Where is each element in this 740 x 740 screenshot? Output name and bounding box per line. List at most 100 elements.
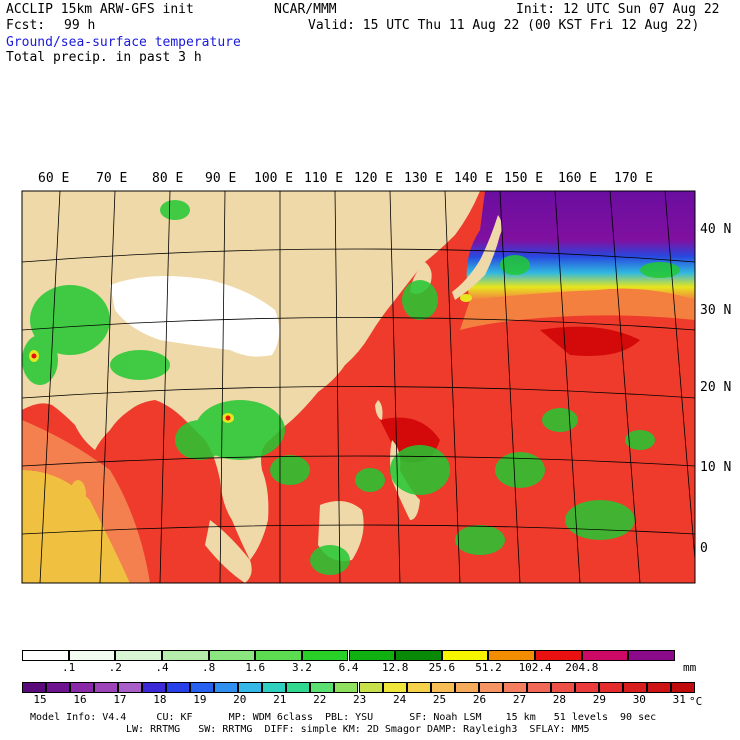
land-taiwan (375, 400, 383, 420)
precip-swatch (581, 650, 629, 661)
lon-label: 130 E (404, 171, 444, 186)
precip-tick-label: 12.8 (381, 661, 409, 674)
precip-swatch (395, 650, 442, 661)
temp-swatch (502, 682, 527, 693)
precip-swatch (255, 650, 302, 661)
temp-swatch (670, 682, 695, 693)
temp-swatch (142, 682, 167, 693)
lat-label: 10 N (700, 460, 732, 475)
temp-tick-label: 15 (33, 693, 47, 706)
temp-swatch (478, 682, 503, 693)
temp-tick-label: 22 (313, 693, 327, 706)
temp-swatch (22, 682, 47, 693)
sea-cool-west (22, 470, 130, 583)
precip-tick-label: .2 (108, 661, 122, 674)
temp-swatch (574, 682, 599, 693)
temp-unit: °C (689, 695, 703, 708)
lon-label: 100 E (254, 171, 294, 186)
graticule (22, 191, 695, 583)
precip-swatch (488, 650, 536, 661)
precip-swatch (208, 650, 256, 661)
precip-unit: mm (683, 661, 697, 674)
temp-swatch (646, 682, 671, 693)
sea-mid-west (22, 420, 150, 583)
temp-tick-label: 25 (432, 693, 447, 706)
temp-swatch (454, 682, 479, 693)
init-time: Init: 12 UTC Sun 07 Aug 22 (516, 2, 720, 17)
precip-swatch (348, 650, 396, 661)
lon-label: 60 E (38, 171, 70, 186)
model-title: ACCLIP 15km ARW-GFS init (6, 2, 194, 17)
lon-label: 110 E (304, 171, 344, 186)
model-info-line1: Model Info: V4.4 CU: KF MP: WDM 6class P… (30, 712, 657, 723)
snow-tibet (110, 276, 280, 357)
lat-label: 30 N (700, 303, 732, 318)
temp-tick-label: 21 (273, 693, 287, 706)
forecast-hour: 99 h (64, 18, 96, 33)
precip-extreme (31, 353, 231, 421)
temp-swatch (598, 682, 623, 693)
precip-swatch (68, 650, 116, 661)
valid-time: Valid: 15 UTC Thu 11 Aug 22 (00 KST Fri … (308, 18, 700, 33)
temp-swatch (550, 682, 575, 693)
temp-swatch (262, 682, 287, 693)
precip-tick-label: .1 (62, 661, 76, 674)
temp-tick-label: 20 (233, 693, 247, 706)
temp-swatch (310, 682, 335, 693)
sea-orange-band (460, 288, 695, 330)
field-label-temperature: Ground/sea-surface temperature (6, 35, 241, 50)
lon-label: 140 E (454, 171, 494, 186)
temp-swatch (214, 682, 239, 693)
precip-swatch (22, 650, 69, 661)
field-label-precip: Total precip. in past 3 h (6, 50, 202, 65)
temp-tick-label: 28 (552, 693, 567, 706)
model-info-line2: LW: RRTMG SW: RRTMG DIFF: simple KM: 2D … (126, 724, 590, 735)
precip-tick-label: 204.8 (565, 661, 599, 674)
precip-swatch (115, 650, 162, 661)
temp-tick-label: 26 (472, 693, 487, 706)
precip-tick-label: .8 (201, 661, 216, 674)
temp-tick-label: 29 (592, 693, 606, 706)
lon-label: 90 E (205, 171, 237, 186)
temp-tick-label: 31 (672, 693, 686, 706)
temp-tick-label: 24 (392, 693, 407, 706)
temp-swatch (286, 682, 311, 693)
forecast-label: Fcst: (6, 18, 46, 33)
temp-tick-label: 27 (512, 693, 527, 706)
precip-swatch (628, 650, 675, 661)
precip-swatch (301, 650, 349, 661)
temp-tick-label: 19 (193, 693, 207, 706)
temp-swatch (166, 682, 191, 693)
temp-swatch (358, 682, 383, 693)
precip-tick-label: .4 (155, 661, 169, 674)
temp-swatch (406, 682, 431, 693)
temp-swatch (118, 682, 143, 693)
temp-swatch (622, 682, 647, 693)
precip-swatch (441, 650, 489, 661)
precip-tick-label: 6.4 (338, 661, 359, 674)
temp-tick-label: 18 (153, 693, 167, 706)
land-sumatra (205, 520, 252, 583)
lon-label: 160 E (558, 171, 598, 186)
temp-swatch (334, 682, 359, 693)
temp-tick-label: 30 (632, 693, 646, 706)
lat-label: 20 N (700, 380, 732, 395)
temp-tick-label: 16 (73, 693, 87, 706)
temp-tick-label: 23 (353, 693, 367, 706)
precip-tick-label: 3.2 (291, 661, 312, 674)
temp-swatch (526, 682, 551, 693)
lat-label: 40 N (700, 222, 732, 237)
lon-label: 80 E (152, 171, 184, 186)
temp-swatch (70, 682, 95, 693)
lon-label: 150 E (504, 171, 544, 186)
precip-swatch (161, 650, 209, 661)
precip-tick-label: 1.6 (245, 661, 266, 674)
precip-tick-label: 25.6 (428, 661, 456, 674)
temp-swatch (430, 682, 455, 693)
lon-label: 70 E (96, 171, 128, 186)
temp-swatch (46, 682, 71, 693)
lon-label: 170 E (614, 171, 654, 186)
land-japan (452, 215, 503, 300)
temp-swatch (238, 682, 263, 693)
